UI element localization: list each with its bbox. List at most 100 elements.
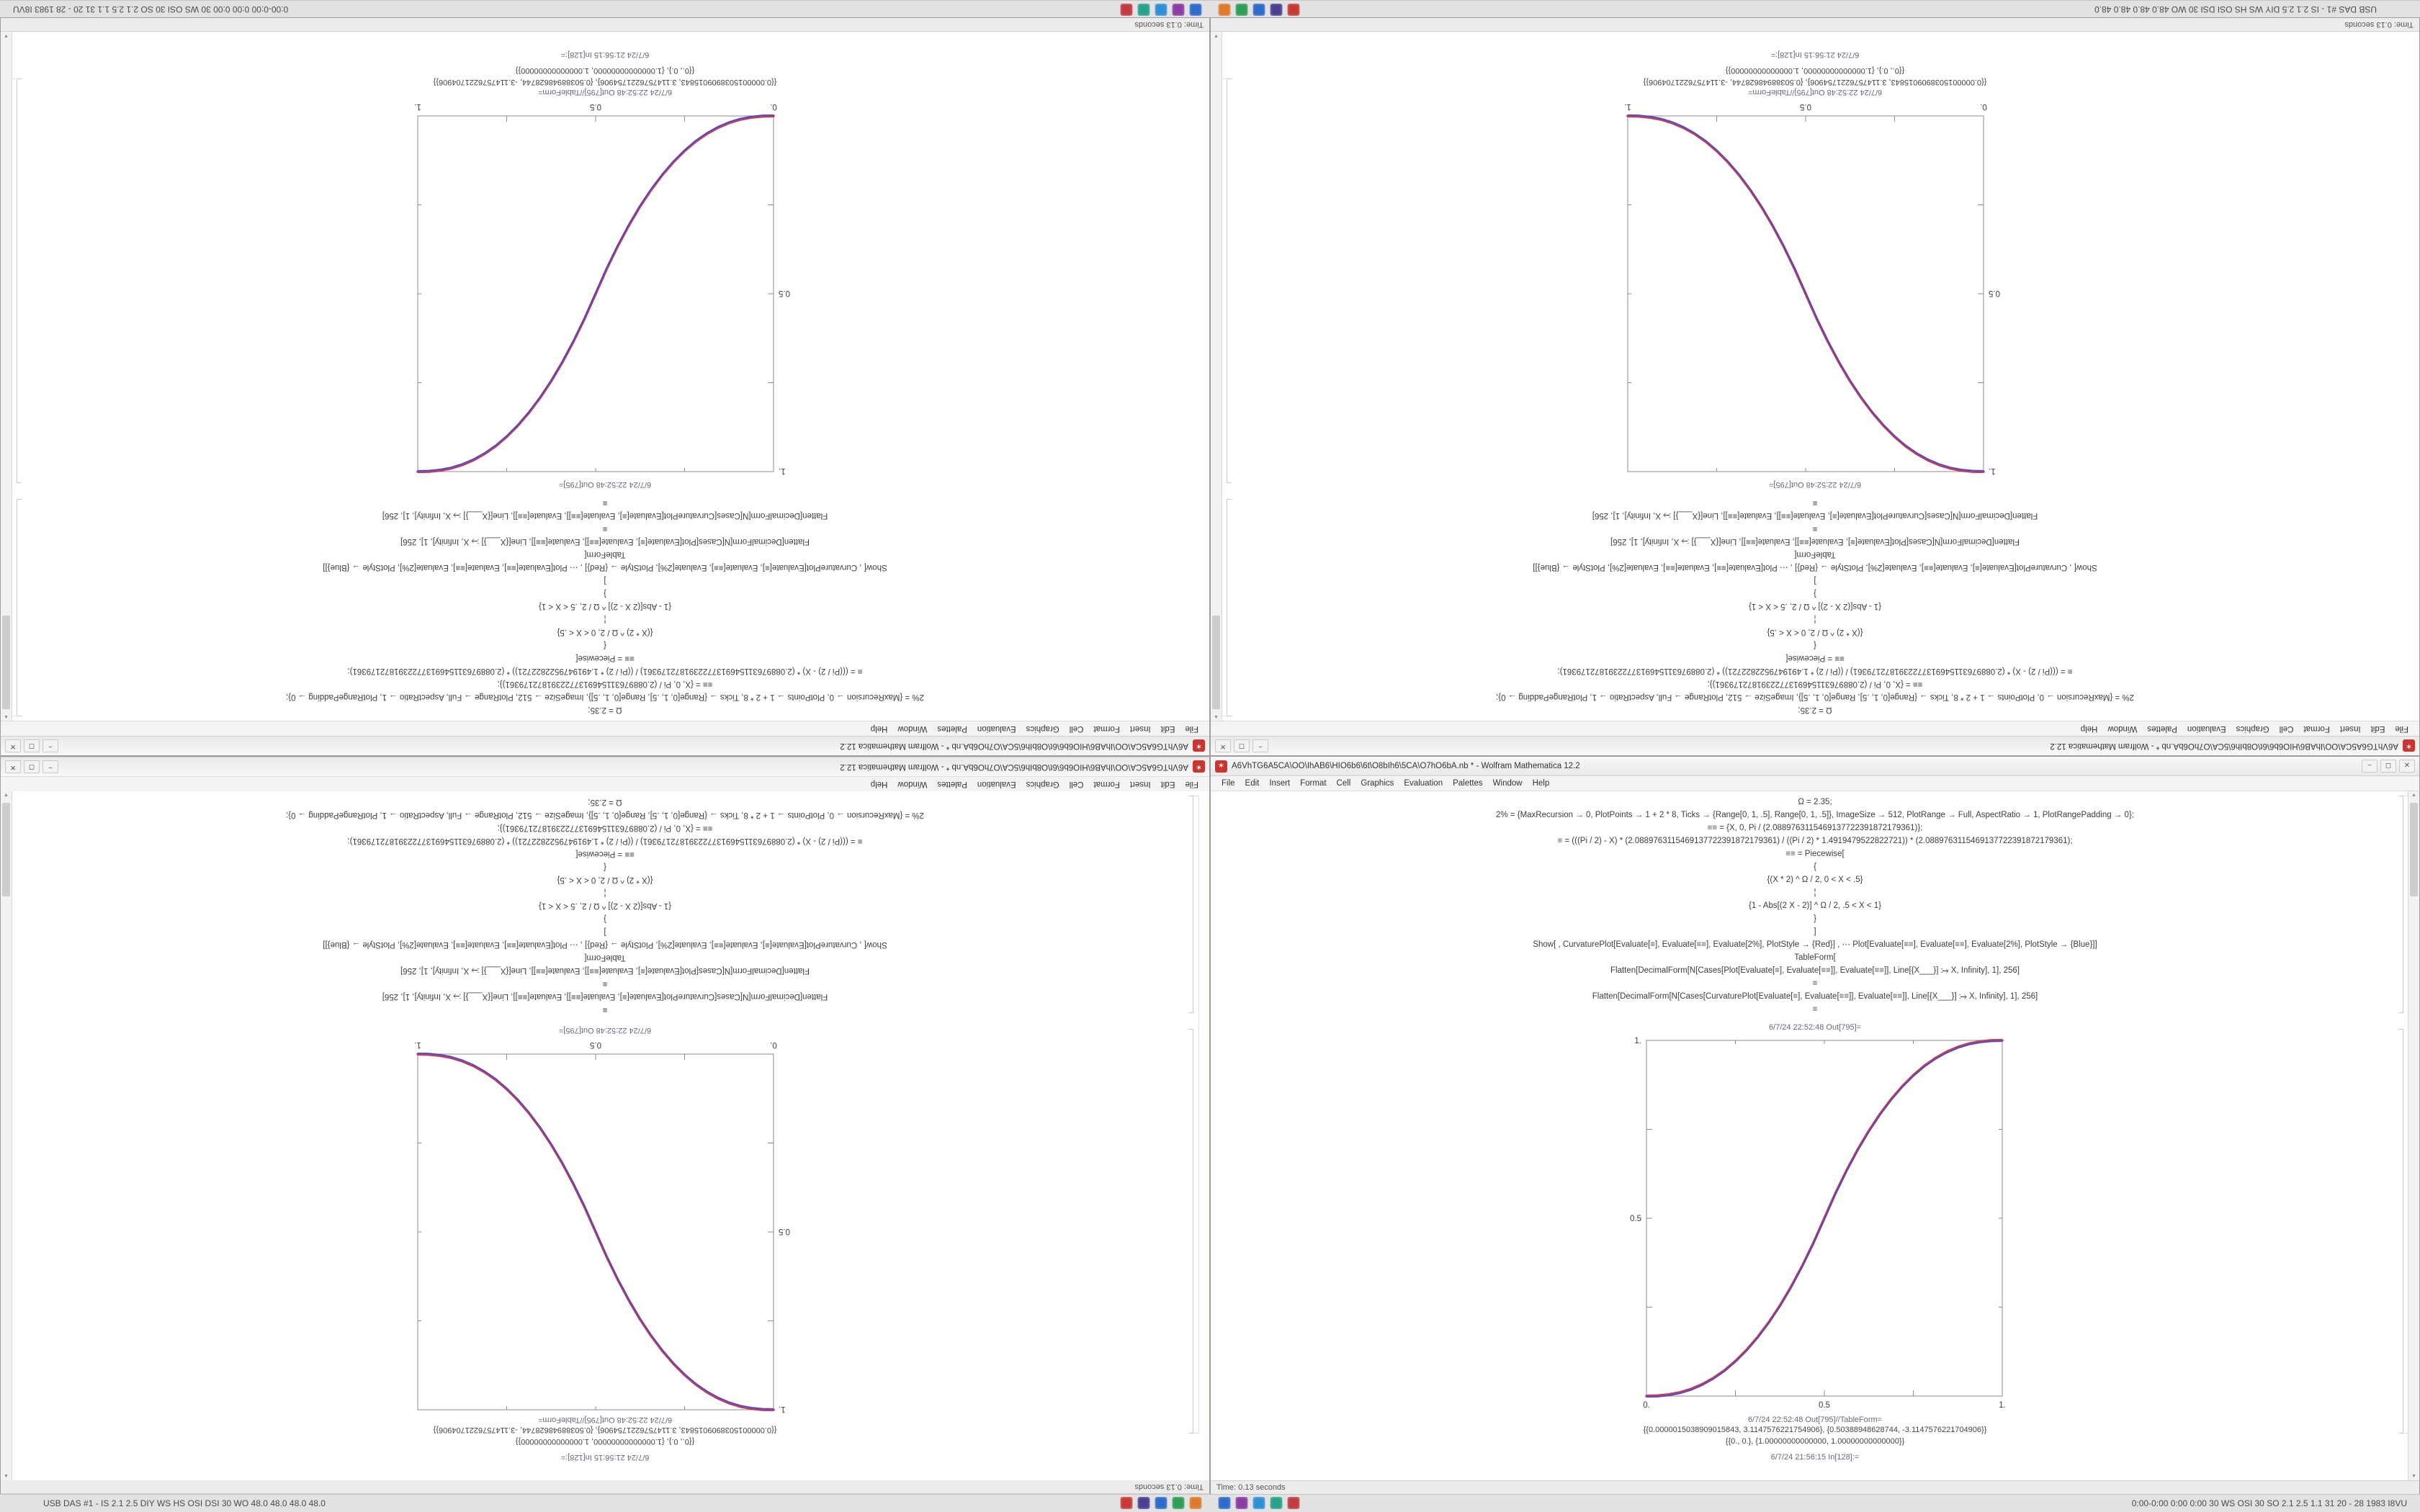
cell-bracket-output[interactable]: [1227, 78, 1232, 483]
menu-item[interactable]: Edit: [1245, 779, 1260, 788]
taskbar-app-icon[interactable]: [1235, 1497, 1248, 1509]
menu-item[interactable]: Help: [2080, 724, 2098, 733]
minimize-button[interactable]: −: [2362, 760, 2378, 773]
scroll-down-icon[interactable]: ▼: [2411, 1474, 2416, 1479]
cell-bracket-input[interactable]: [17, 499, 22, 716]
menu-item[interactable]: Palettes: [2147, 724, 2177, 733]
minimize-button[interactable]: −: [1252, 739, 1268, 752]
taskbar-app-icon[interactable]: [1218, 1497, 1231, 1509]
taskbar-app-icon[interactable]: [1172, 1497, 1185, 1509]
scroll-down-icon[interactable]: ▼: [4, 1474, 9, 1479]
close-button[interactable]: ✕: [2399, 760, 2415, 773]
taskbar-app-icon[interactable]: [1270, 1497, 1283, 1509]
taskbar-app-icon[interactable]: [1189, 4, 1202, 16]
maximize-button[interactable]: ◻: [24, 760, 40, 773]
vertical-scrollbar[interactable]: ▲ ▼: [1211, 32, 1222, 721]
menu-item[interactable]: Edit: [2370, 724, 2385, 733]
taskbar-app-icon[interactable]: [1218, 4, 1231, 16]
menu-item[interactable]: Palettes: [937, 724, 967, 733]
menu-item[interactable]: Palettes: [1453, 779, 1483, 788]
window-titlebar[interactable]: ✶ A6VhTG6A5CA\OO\IhAB6\HIO6b6\6t\O8bIh6\…: [1, 757, 1209, 776]
scroll-up-icon[interactable]: ▲: [4, 793, 9, 798]
cell-bracket-input[interactable]: [2398, 796, 2403, 1013]
taskbar-app-icon[interactable]: [1287, 1497, 1300, 1509]
input-cell[interactable]: Ω = 2.35; 2% = {MaxRecursion → 0, PlotPoi…: [1, 796, 1209, 1016]
scrollbar-thumb[interactable]: [1212, 616, 1220, 709]
menu-item[interactable]: Window: [897, 780, 928, 788]
notebook-content[interactable]: Ω = 2.35; 2% = {MaxRecursion → 0, PlotPoi…: [1, 791, 1209, 1480]
menu-item[interactable]: Window: [1492, 779, 1523, 788]
input-cell[interactable]: Ω = 2.35; 2% = {MaxRecursion → 0, PlotPoi…: [1211, 496, 2419, 716]
taskbar-app-icon[interactable]: [1270, 4, 1283, 16]
menu-item[interactable]: Edit: [1160, 724, 1175, 733]
notebook-content[interactable]: Ω = 2.35; 2% = {MaxRecursion → 0, PlotPoi…: [1211, 791, 2419, 1480]
maximize-button[interactable]: ◻: [2380, 760, 2396, 773]
menu-item[interactable]: Insert: [1269, 779, 1291, 788]
vertical-scrollbar[interactable]: ▲ ▼: [1, 32, 12, 721]
menu-item[interactable]: Evaluation: [977, 780, 1016, 788]
maximize-button[interactable]: ◻: [1234, 739, 1250, 752]
menu-item[interactable]: Palettes: [937, 780, 967, 788]
window-titlebar[interactable]: ✶ A6VhTG6A5CA\OO\IhAB6\HIO6b6\6t\O8bIh6\…: [1, 736, 1209, 755]
menu-item[interactable]: Help: [870, 724, 888, 733]
menu-item[interactable]: Evaluation: [2187, 724, 2226, 733]
taskbar-app-icon[interactable]: [1235, 4, 1248, 16]
menu-item[interactable]: File: [1222, 779, 1235, 788]
taskbar-app-icon[interactable]: [1155, 1497, 1168, 1509]
taskbar-app-icon[interactable]: [1155, 4, 1168, 16]
taskbar-app-icon[interactable]: [1137, 4, 1150, 16]
menu-item[interactable]: File: [2395, 724, 2408, 733]
menu-item[interactable]: Format: [1093, 724, 1120, 733]
scroll-up-icon[interactable]: ▲: [1214, 714, 1219, 719]
menu-item[interactable]: Graphics: [2236, 724, 2269, 733]
vertical-scrollbar[interactable]: ▲ ▼: [2408, 791, 2419, 1480]
close-button[interactable]: ✕: [5, 739, 21, 752]
taskbar-app-icon[interactable]: [1172, 4, 1185, 16]
menu-item[interactable]: File: [1185, 780, 1198, 788]
scroll-up-icon[interactable]: ▲: [4, 714, 9, 719]
close-button[interactable]: ✕: [5, 760, 21, 773]
scroll-down-icon[interactable]: ▼: [1214, 33, 1219, 38]
menu-item[interactable]: Evaluation: [1404, 779, 1443, 788]
input-cell[interactable]: Ω = 2.35; 2% = {MaxRecursion → 0, PlotPoi…: [1211, 796, 2419, 1016]
cell-bracket-output[interactable]: [17, 78, 22, 483]
taskbar-app-icon[interactable]: [1189, 1497, 1202, 1509]
taskbar-app-icon[interactable]: [1252, 4, 1265, 16]
menu-item[interactable]: Graphics: [1026, 780, 1059, 788]
scrollbar-thumb[interactable]: [2, 616, 10, 709]
close-button[interactable]: ✕: [1215, 739, 1231, 752]
menu-item[interactable]: Edit: [1160, 780, 1175, 788]
scrollbar-thumb[interactable]: [2410, 803, 2418, 896]
taskbar-app-icon[interactable]: [1137, 1497, 1150, 1509]
menu-item[interactable]: Help: [1532, 779, 1550, 788]
taskbar-app-icon[interactable]: [1120, 4, 1133, 16]
taskbar-app-icon[interactable]: [1120, 1497, 1133, 1509]
window-titlebar[interactable]: ✶ A6VhTG6A5CA\OO\IhAB6\HIO6b6\6t\O8bIh6\…: [1211, 757, 2419, 776]
maximize-button[interactable]: ◻: [24, 739, 40, 752]
menu-item[interactable]: Help: [870, 780, 888, 788]
window-titlebar[interactable]: ✶ A6VhTG6A5CA\OO\IhAB6\HIO6b6\6t\O8bIh6\…: [1211, 736, 2419, 755]
menu-item[interactable]: Insert: [2339, 724, 2361, 733]
menu-item[interactable]: Format: [2303, 724, 2330, 733]
menu-item[interactable]: Window: [897, 724, 928, 733]
menu-item[interactable]: Graphics: [1361, 779, 1394, 788]
minimize-button[interactable]: −: [42, 739, 58, 752]
scroll-up-icon[interactable]: ▲: [2411, 793, 2416, 798]
cell-bracket-input[interactable]: [1227, 499, 1232, 716]
minimize-button[interactable]: −: [42, 760, 58, 773]
vertical-scrollbar[interactable]: ▲ ▼: [1, 791, 12, 1480]
menu-item[interactable]: Cell: [1336, 779, 1351, 788]
cell-bracket-output[interactable]: [2398, 1029, 2403, 1434]
scrollbar-thumb[interactable]: [2, 803, 10, 896]
notebook-content[interactable]: Ω = 2.35; 2% = {MaxRecursion → 0, PlotPoi…: [1211, 32, 2419, 721]
menu-item[interactable]: Insert: [1129, 724, 1151, 733]
menu-item[interactable]: Graphics: [1026, 724, 1059, 733]
input-cell[interactable]: Ω = 2.35; 2% = {MaxRecursion → 0, PlotPoi…: [1, 496, 1209, 716]
taskbar-app-icon[interactable]: [1252, 1497, 1265, 1509]
menu-item[interactable]: Cell: [1069, 724, 1084, 733]
cell-bracket-group[interactable]: [1194, 796, 1199, 1434]
taskbar-app-icon[interactable]: [1287, 4, 1300, 16]
cell-bracket-output[interactable]: [1188, 1029, 1193, 1434]
menu-item[interactable]: Cell: [2279, 724, 2294, 733]
menu-item[interactable]: Evaluation: [977, 724, 1016, 733]
